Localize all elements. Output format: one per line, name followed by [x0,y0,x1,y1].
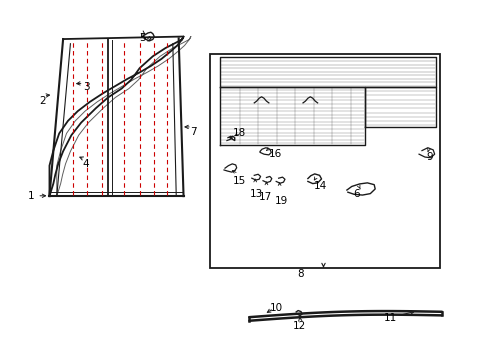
Text: 9: 9 [426,152,432,162]
Text: 17: 17 [258,192,271,202]
Text: 4: 4 [82,159,89,169]
Text: 14: 14 [313,181,326,192]
Bar [210,54,439,268]
Text: 3: 3 [82,82,89,92]
Text: 11: 11 [384,313,397,323]
Text: 10: 10 [269,303,282,313]
Text: 7: 7 [190,127,196,136]
Text: 1: 1 [28,191,35,201]
Text: 2: 2 [39,96,45,106]
Text: 13: 13 [249,189,263,199]
Text: 8: 8 [297,269,303,279]
Text: 18: 18 [232,129,246,138]
Text: 5: 5 [139,33,145,43]
Text: 19: 19 [274,196,287,206]
Text: 6: 6 [353,189,359,199]
Text: 12: 12 [292,321,305,331]
Text: 15: 15 [232,176,246,186]
Text: 16: 16 [268,149,281,159]
